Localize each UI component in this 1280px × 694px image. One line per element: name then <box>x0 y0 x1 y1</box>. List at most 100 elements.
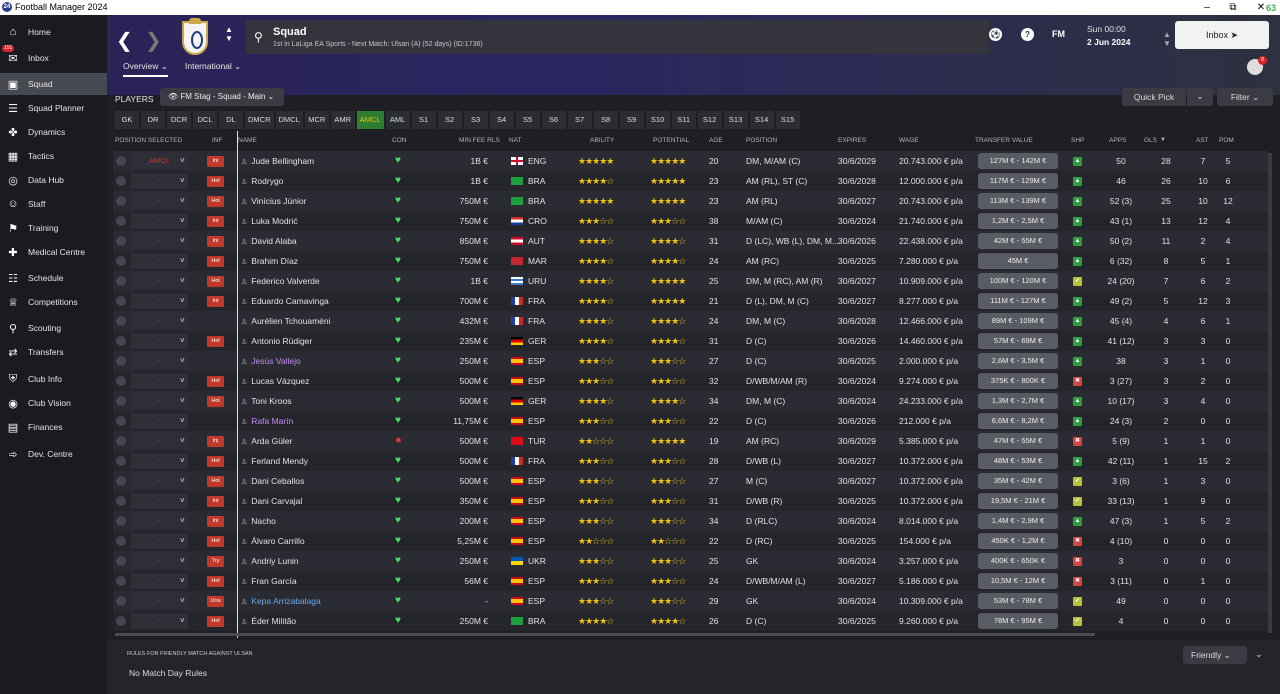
position-select-dropdown[interactable]: AMCL <box>131 153 188 169</box>
player-name[interactable]: ♙ Rafa Marín <box>241 411 293 433</box>
view-select[interactable]: 👁 FM Stag - Squad - Main ⌄ <box>160 88 284 106</box>
position-filter-s8[interactable]: S8 <box>593 111 618 129</box>
table-row[interactable]: AMCL ˅ Int ♙ Jude Bellingham ♥ 1B € ENG ★★★★★ ★★★… <box>113 151 1268 171</box>
maximize-button[interactable]: ⧉ <box>1229 2 1237 13</box>
chevron-down-icon[interactable]: ˅ <box>180 316 185 325</box>
col-position-selected[interactable]: POSITION SELECTED <box>115 137 183 144</box>
table-row[interactable]: - ˅ Hol ♙ Éder Militão ♥ 250M € BRA ★★★★☆ ★★★★☆ 26… <box>113 611 1268 631</box>
position-filter-s13[interactable]: S13 <box>723 111 748 129</box>
chevron-down-icon[interactable]: ˅ <box>180 216 185 225</box>
row-select-checkbox[interactable] <box>116 276 126 286</box>
player-name[interactable]: ♙ Eduardo Camavinga <box>241 291 329 313</box>
position-select-dropdown[interactable]: - <box>131 193 188 209</box>
fm-button[interactable]: FM <box>1052 29 1065 39</box>
position-select-dropdown[interactable]: - <box>131 553 188 569</box>
col-gls[interactable]: GLS <box>1144 137 1158 144</box>
sidebar-item-inbox[interactable]: ✉ 151 Inbox <box>0 45 107 69</box>
position-select-dropdown[interactable]: - <box>131 293 188 309</box>
position-select-dropdown[interactable]: - <box>131 473 188 489</box>
row-select-checkbox[interactable] <box>116 476 126 486</box>
player-name[interactable]: ♙ Álvaro Carrillo <box>241 531 305 553</box>
table-row[interactable]: - ˅ Int ♙ Luka Modrić ♥ 750M € CRO ★★★☆☆ ★★★☆☆ 38 M… <box>113 211 1268 231</box>
table-row[interactable]: - ˅ Inj ♙ Arda Güler ✹ 500M € TUR ★★☆☆☆ ★★★★★ 19 AM… <box>113 431 1268 451</box>
table-row[interactable]: - ˅ Hol ♙ Ferland Mendy ♥ 500M € FRA ★★★☆☆ ★★★☆☆ 2… <box>113 451 1268 471</box>
sidebar-item-finances[interactable]: ▤ Finances <box>0 416 107 438</box>
table-row[interactable]: - ˅ Una ♙ Kepa Arrizabalaga ♥ - ESP ★★★☆☆ ★★★☆☆ 29… <box>113 591 1268 611</box>
position-select-dropdown[interactable]: - <box>131 233 188 249</box>
position-filter-s7[interactable]: S7 <box>567 111 592 129</box>
manager-avatar[interactable]: 8 <box>1247 56 1267 75</box>
row-select-checkbox[interactable] <box>116 356 126 366</box>
position-select-dropdown[interactable]: - <box>131 413 188 429</box>
position-filter-s14[interactable]: S14 <box>749 111 774 129</box>
player-name[interactable]: ♙ Nacho <box>241 511 276 533</box>
row-select-checkbox[interactable] <box>116 536 126 546</box>
position-filter-mcr[interactable]: MCR <box>304 111 329 129</box>
player-name[interactable]: ♙ Jude Bellingham <box>241 151 314 173</box>
table-row[interactable]: - ˅ Hol ♙ Lucas Vázquez ♥ 500M € ESP ★★★☆☆ ★★★☆☆ 3… <box>113 371 1268 391</box>
chevron-down-icon[interactable]: ˅ <box>180 156 185 165</box>
col-transfer-value[interactable]: TRANSFER VALUE <box>975 137 1033 144</box>
table-row[interactable]: - ˅ ♙ Rafa Marín ♥ 11,75M € ESP ★★★☆☆ ★★★☆☆ 22 D (… <box>113 411 1268 431</box>
player-name[interactable]: ♙ Toni Kroos <box>241 391 291 413</box>
chevron-down-icon[interactable]: ˅ <box>180 256 185 265</box>
quick-pick-dropdown[interactable]: ⌄ <box>1187 88 1213 106</box>
chevron-down-icon[interactable]: ˅ <box>180 556 185 565</box>
table-row[interactable]: - ˅ Hol ♙ Antonio Rüdiger ♥ 235M € GER ★★★★☆ ★★★★… <box>113 331 1268 351</box>
club-switch-icon[interactable]: ▲ ▼ <box>225 25 233 43</box>
position-select-dropdown[interactable]: - <box>131 513 188 529</box>
position-filter-s6[interactable]: S6 <box>541 111 566 129</box>
quick-pick-button[interactable]: Quick Pick <box>1122 88 1186 106</box>
club-crest-icon[interactable] <box>182 18 208 55</box>
position-select-dropdown[interactable]: - <box>131 573 188 589</box>
col-min-fee[interactable]: MIN FEE RLS <box>459 137 500 144</box>
chevron-down-icon[interactable]: ˅ <box>180 176 185 185</box>
tab-international[interactable]: International ⌄ <box>185 61 242 71</box>
position-filter-dmcl[interactable]: DMCL <box>275 111 303 129</box>
position-filter-s4[interactable]: S4 <box>489 111 514 129</box>
row-select-checkbox[interactable] <box>116 556 126 566</box>
position-filter-s9[interactable]: S9 <box>619 111 644 129</box>
col-name[interactable]: NAME <box>238 137 257 144</box>
row-select-checkbox[interactable] <box>116 236 126 246</box>
sidebar-item-tactics[interactable]: ▦ Tactics <box>0 145 107 167</box>
sidebar-item-staff[interactable]: ☺ Staff <box>0 193 107 215</box>
col-con[interactable]: CON <box>392 137 407 144</box>
position-filter-s12[interactable]: S12 <box>697 111 722 129</box>
chevron-down-icon[interactable]: ˅ <box>180 396 185 405</box>
row-select-checkbox[interactable] <box>116 396 126 406</box>
sidebar-item-club-info[interactable]: ⛨ Club Info <box>0 368 107 390</box>
sidebar-item-dynamics[interactable]: ✤ Dynamics <box>0 121 107 143</box>
row-select-checkbox[interactable] <box>116 256 126 266</box>
horizontal-scrollbar[interactable] <box>115 633 1095 636</box>
player-name[interactable]: ♙ Arda Güler <box>241 431 292 453</box>
col-wage[interactable]: WAGE <box>899 137 919 144</box>
table-row[interactable]: - ˅ Hol ♙ Fran García ♥ 56M € ESP ★★★☆☆ ★★★☆☆ 24 D/… <box>113 571 1268 591</box>
position-filter-amcl[interactable]: AMCL <box>356 111 384 129</box>
player-name[interactable]: ♙ Lucas Vázquez <box>241 371 309 393</box>
position-select-dropdown[interactable]: - <box>131 273 188 289</box>
position-filter-s10[interactable]: S10 <box>645 111 670 129</box>
page-header[interactable]: ⚲ Squad 1st in LaLiga EA Sports - Next M… <box>246 20 989 54</box>
table-row[interactable]: - ˅ Hol ♙ Rodrygo ♥ 1B € BRA ★★★★☆ ★★★★★ 23 AM (RL)… <box>113 171 1268 191</box>
continue-inbox-button[interactable]: Inbox ➤ <box>1175 21 1269 49</box>
chevron-down-icon[interactable]: ˅ <box>180 356 185 365</box>
position-filter-s3[interactable]: S3 <box>463 111 488 129</box>
sidebar-item-training[interactable]: ⚑ Training <box>0 217 107 239</box>
position-select-dropdown[interactable]: - <box>131 453 188 469</box>
position-filter-amr[interactable]: AMR <box>330 111 355 129</box>
player-name[interactable]: ♙ David Alaba <box>241 231 297 253</box>
chevron-down-icon[interactable]: ˅ <box>180 496 185 505</box>
row-select-checkbox[interactable] <box>116 216 126 226</box>
player-name[interactable]: ♙ Dani Ceballos <box>241 471 304 493</box>
position-filter-gk[interactable]: GK <box>115 111 139 129</box>
search-icon[interactable]: ⚲ <box>254 30 263 44</box>
table-row[interactable]: - ˅ Hol ♙ Federico Valverde ♥ 1B € URU ★★★★☆ ★★★★… <box>113 271 1268 291</box>
minimize-button[interactable]: – <box>1204 2 1210 13</box>
row-select-checkbox[interactable] <box>116 416 126 426</box>
player-name[interactable]: ♙ Luka Modrić <box>241 211 298 233</box>
col-ability[interactable]: ABILITY <box>590 137 615 144</box>
chevron-down-icon[interactable]: ˅ <box>180 516 185 525</box>
position-filter-s2[interactable]: S2 <box>437 111 462 129</box>
row-select-checkbox[interactable] <box>116 456 126 466</box>
